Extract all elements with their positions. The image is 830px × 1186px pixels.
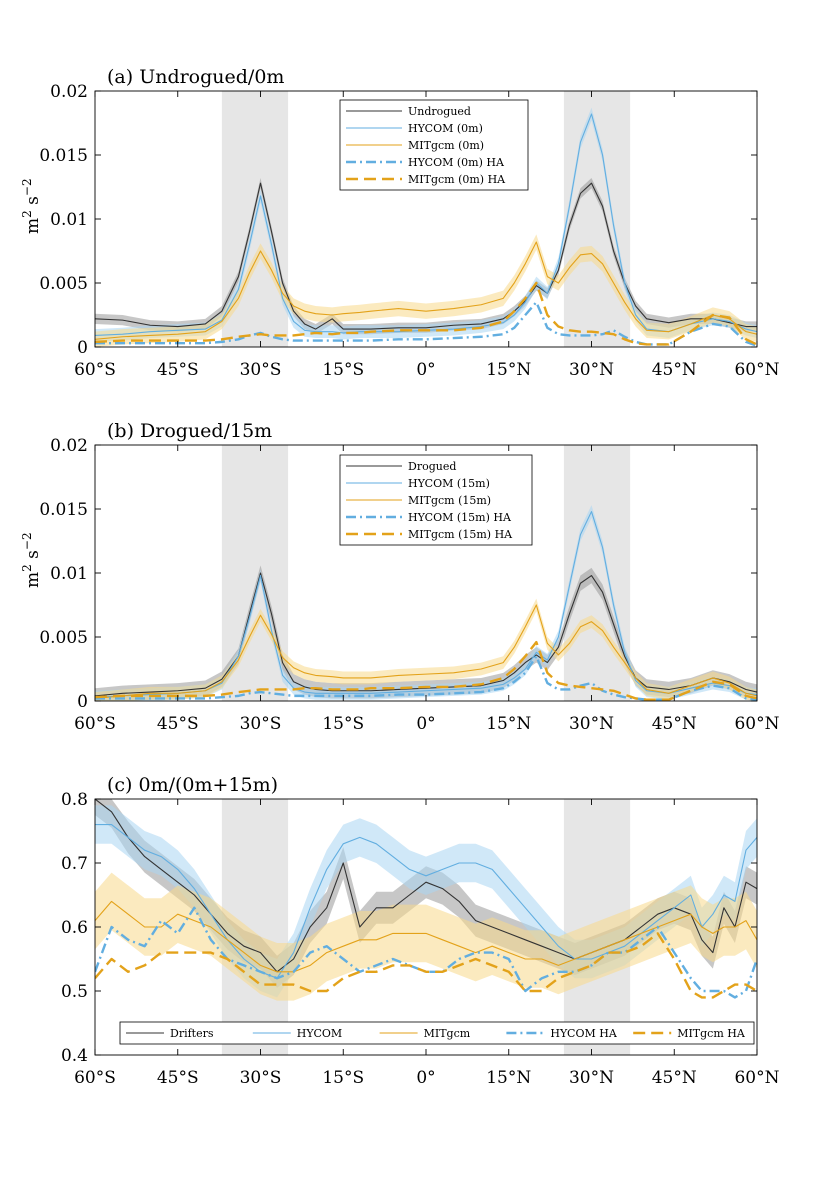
legend-label: HYCOM (15m) [408, 477, 490, 490]
legend-label: HYCOM HA [550, 1027, 617, 1040]
x-tick-label: 30°N [569, 360, 614, 380]
chart-panel-1: 60°S 45°S 30°S 15°S 0° 15°N 30°N 45°N 60°N 0 0.005… [20, 66, 780, 380]
series-band-3 [95, 872, 757, 1001]
series-line-4 [95, 906, 757, 999]
y-tick-label: 0.7 [61, 854, 88, 874]
legend-label: HYCOM [297, 1027, 342, 1040]
panel-title: (a) Undrogued/0m [107, 66, 284, 88]
legend-label: MITgcm (0m) HA [408, 173, 506, 186]
x-tick-label: 15°N [486, 1068, 531, 1088]
x-tick-label: 45°S [157, 360, 199, 380]
x-tick-label: 45°N [652, 360, 697, 380]
x-tick-label: 15°S [322, 714, 364, 734]
legend-box [119, 1021, 755, 1045]
y-axis-label-part: s [23, 196, 43, 205]
legend: Drifters HYCOM MITgcm HYCOM HA MITgcm HA [119, 1021, 755, 1045]
y-tick-label: 0 [77, 338, 88, 358]
y-axis-label-part: 2 [20, 564, 34, 572]
y-axis-label-part: s [23, 550, 43, 559]
x-tick-label: 15°N [486, 360, 531, 380]
legend-label: MITgcm (15m) HA [408, 528, 513, 541]
y-tick-label: 0.5 [61, 982, 88, 1002]
y-tick-label: 0.4 [61, 1046, 88, 1066]
x-tick-label: 60°S [74, 360, 116, 380]
y-tick-label: 0.8 [61, 790, 88, 810]
series-line-2 [95, 113, 757, 337]
legend-label: Drifters [170, 1027, 214, 1040]
legend-label: MITgcm [424, 1027, 471, 1040]
plot-area [95, 505, 757, 701]
legend-label: MITgcm (15m) [408, 494, 491, 507]
legend-label: Undrogued [408, 105, 471, 118]
x-tick-label: 60°N [734, 1068, 779, 1088]
x-tick-label: 15°N [486, 714, 531, 734]
series-line-2 [95, 511, 757, 698]
y-tick-label: 0.6 [61, 918, 88, 938]
series-band-3 [95, 234, 757, 347]
legend: Undrogued HYCOM (0m) MITgcm (0m) HYCOM (0m)… [339, 99, 529, 191]
y-tick-label: 0.005 [39, 274, 88, 294]
x-tick-label: 30°S [240, 360, 282, 380]
x-tick-label: 60°S [74, 1068, 116, 1088]
chart-panel-3: 60°S 45°S 30°S 15°S 0° 15°N 30°N 45°N 60°N 0.4 0.5… [61, 774, 780, 1088]
panel-title: (c) 0m/(0m+15m) [107, 774, 278, 796]
y-tick-label: 0.02 [50, 436, 88, 456]
x-tick-label: 30°S [240, 714, 282, 734]
y-tick-label: 0.005 [39, 628, 88, 648]
series-line-3 [95, 604, 757, 699]
x-tick-label: 45°N [652, 714, 697, 734]
series-line-5 [95, 281, 757, 346]
y-axis-label: m2 s−2 [20, 532, 43, 588]
legend-label: HYCOM (0m) [408, 122, 483, 135]
x-tick-label: 15°S [322, 1068, 364, 1088]
y-tick-label: 0.01 [50, 210, 88, 230]
legend-label: Drogued [408, 460, 456, 473]
plot-area [95, 107, 757, 347]
legend-label: HYCOM (15m) HA [408, 511, 512, 524]
series-line-3 [95, 241, 757, 340]
y-tick-label: 0.015 [39, 500, 88, 520]
x-tick-label: 45°S [157, 1068, 199, 1088]
y-axis-label: m2 s−2 [20, 178, 43, 234]
legend-label: MITgcm (0m) [408, 139, 484, 152]
x-tick-label: 45°N [652, 1068, 697, 1088]
x-tick-label: 0° [416, 1068, 435, 1088]
series-line-2 [95, 824, 757, 979]
y-axis-label-part: 2 [20, 210, 34, 218]
y-axis-label-part: m [23, 572, 43, 588]
y-axis-label-part: −2 [20, 178, 34, 196]
x-tick-label: 60°N [734, 360, 779, 380]
x-tick-label: 30°S [240, 1068, 282, 1088]
y-tick-label: 0.01 [50, 564, 88, 584]
y-tick-label: 0 [77, 692, 88, 712]
x-tick-label: 15°S [322, 360, 364, 380]
chart-panel-2: 60°S 45°S 30°S 15°S 0° 15°N 30°N 45°N 60°N 0 0.005… [20, 420, 780, 734]
y-tick-label: 0.015 [39, 146, 88, 166]
x-tick-label: 60°N [734, 714, 779, 734]
plot-area [95, 799, 757, 1001]
legend-label: HYCOM (0m) HA [408, 156, 505, 169]
series-band-1 [95, 565, 757, 701]
x-tick-label: 60°S [74, 714, 116, 734]
legend-label: MITgcm HA [677, 1027, 746, 1040]
series-line-1 [95, 182, 757, 330]
x-tick-label: 45°S [157, 714, 199, 734]
x-tick-label: 0° [416, 714, 435, 734]
x-tick-label: 30°N [569, 1068, 614, 1088]
series-line-4 [95, 301, 757, 347]
y-tick-label: 0.02 [50, 82, 88, 102]
y-axis-label-part: m [23, 218, 43, 234]
panel-title: (b) Drogued/15m [107, 420, 272, 442]
series-line-5 [95, 932, 757, 999]
x-tick-label: 30°N [569, 714, 614, 734]
series-line-3 [95, 900, 757, 973]
series-band-3 [95, 598, 757, 701]
legend: Drogued HYCOM (15m) MITgcm (15m) HYCOM (15m… [339, 454, 533, 546]
series-line-5 [95, 640, 757, 701]
figure-panels: 60°S 45°S 30°S 15°S 0° 15°N 30°N 45°N 60°N 0 0.005… [20, 66, 780, 1088]
y-axis-label-part: −2 [20, 532, 34, 550]
x-tick-label: 0° [416, 360, 435, 380]
